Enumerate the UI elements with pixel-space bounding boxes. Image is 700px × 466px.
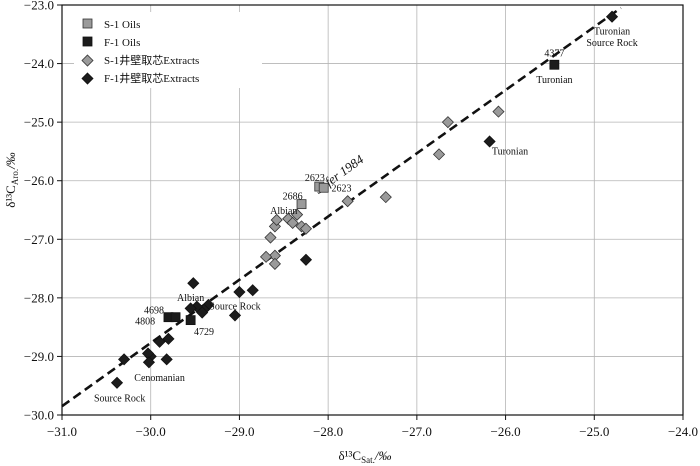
y-tick-label: −24.0: [24, 56, 54, 71]
data-point-diamond: [379, 191, 392, 204]
data-point-diamond: [187, 277, 200, 290]
legend-item-f1-extracts: F-1井壁取芯Extracts: [81, 71, 199, 85]
y-axis-title-sub: Aro.: [10, 169, 20, 185]
x-tick-label: −26.0: [491, 424, 521, 439]
legend-box: [74, 12, 262, 88]
data-point-diamond: [299, 222, 313, 235]
y-axis-title-unit: /‰: [3, 152, 18, 170]
annotation-label: 4377: [544, 49, 564, 60]
data-point-diamond: [291, 208, 304, 221]
data-points: [110, 10, 619, 389]
annotation-label: 4698: [144, 306, 164, 317]
annotation-label: Source Rock: [586, 38, 637, 49]
data-point-diamond: [162, 332, 175, 345]
data-point-diamond: [233, 285, 246, 299]
legend-marker-gray-square: [82, 18, 93, 29]
y-tick-label: −27.0: [24, 232, 54, 247]
legend-marker-dark-diamond: [81, 72, 94, 85]
data-point-square: [185, 315, 196, 326]
data-point-diamond: [268, 257, 281, 270]
data-point-diamond: [264, 231, 277, 244]
y-tick-label: −23.0: [24, 0, 54, 13]
legend-label: S-1 Oils: [104, 19, 140, 31]
data-point-diamond: [160, 353, 173, 366]
legend: S-1 Oils F-1 Oils S-1井壁取芯Extracts F-1井壁取…: [74, 12, 262, 88]
x-tick-label: −28.0: [313, 424, 343, 439]
annotation-label: 4808: [135, 316, 155, 327]
data-point-diamond: [270, 213, 283, 227]
plot-frame: [61, 4, 684, 416]
legend-label: S-1井壁取芯Extracts: [104, 53, 199, 67]
legend-item-s1-extracts: S-1井壁取芯Extracts: [81, 53, 199, 67]
x-axis-title: δ¹³CSat./‰: [339, 448, 392, 465]
x-axis-ticks: −31.0 −30.0 −29.0 −28.0 −27.0 −26.0 −25.0 −24.0: [47, 415, 698, 439]
legend-marker-dark-square: [82, 36, 93, 47]
data-point-diamond: [492, 105, 505, 118]
y-tick-label: −28.0: [24, 290, 54, 305]
data-point-square: [318, 182, 329, 193]
data-point-diamond: [441, 116, 454, 129]
data-point-diamond: [286, 216, 299, 229]
annotation-label: Albian: [177, 293, 204, 304]
annotation-label: 2623: [305, 173, 325, 184]
annotation-label: Turonian: [536, 75, 572, 86]
annotation-label: Source Rock: [94, 394, 145, 405]
x-tick-label: −25.0: [579, 424, 609, 439]
annotation-label: Cenomanian: [134, 373, 185, 384]
y-tick-label: −29.0: [24, 349, 54, 364]
reference-line: [61, 6, 622, 408]
x-tick-label: −27.0: [402, 424, 432, 439]
y-axis-title: δ¹³CAro./‰: [3, 152, 20, 207]
annotation-label: Turonian: [492, 146, 528, 157]
data-point-diamond: [605, 10, 619, 23]
x-axis-title-main: δ¹³C: [339, 448, 362, 463]
data-point-square: [296, 199, 307, 210]
annotation-label: 4729: [194, 327, 214, 338]
legend-item-f1-oils: F-1 Oils: [82, 36, 140, 49]
x-tick-label: −24.0: [668, 424, 698, 439]
data-point-diamond: [153, 335, 166, 348]
data-point-diamond: [341, 195, 354, 208]
annotation-label: Turonian: [594, 26, 630, 37]
y-tick-label: −26.0: [24, 173, 54, 188]
data-point-diamond: [110, 376, 124, 389]
annotation-label: 2623: [331, 183, 351, 194]
legend-marker-gray-diamond: [81, 54, 94, 67]
data-point-diamond: [483, 135, 496, 148]
annotation-label: 2686: [283, 192, 303, 203]
annotation-label: Albian: [270, 206, 297, 217]
y-tick-label: −30.0: [24, 408, 54, 423]
data-point-diamond: [432, 148, 446, 161]
data-point-diamond: [228, 309, 242, 322]
legend-label: F-1 Oils: [104, 37, 140, 49]
x-axis-title-sub: Sat.: [361, 455, 375, 465]
legend-label: F-1井壁取芯Extracts: [104, 71, 199, 85]
data-point-square: [549, 59, 560, 70]
y-tick-label: −25.0: [24, 115, 54, 130]
annotation-label: Source Rock: [209, 302, 260, 313]
y-axis-title-main: δ¹³C: [3, 185, 18, 208]
data-point-diamond: [259, 250, 273, 263]
data-point-diamond: [118, 353, 131, 366]
x-tick-label: −29.0: [224, 424, 254, 439]
legend-item-s1-oils: S-1 Oils: [82, 18, 140, 31]
x-axis-title-unit: /‰: [374, 448, 392, 463]
data-point-square: [170, 312, 181, 323]
data-point-diamond: [184, 302, 197, 315]
grid: [61, 4, 684, 416]
data-point-diamond: [299, 253, 313, 266]
x-tick-label: −31.0: [47, 424, 77, 439]
data-point-diamond: [142, 356, 156, 369]
x-tick-label: −30.0: [136, 424, 166, 439]
y-axis-ticks: −23.0 −24.0 −25.0 −26.0 −27.0 −28.0 −29.0 −30.0: [24, 0, 62, 423]
data-point-diamond: [246, 284, 259, 297]
